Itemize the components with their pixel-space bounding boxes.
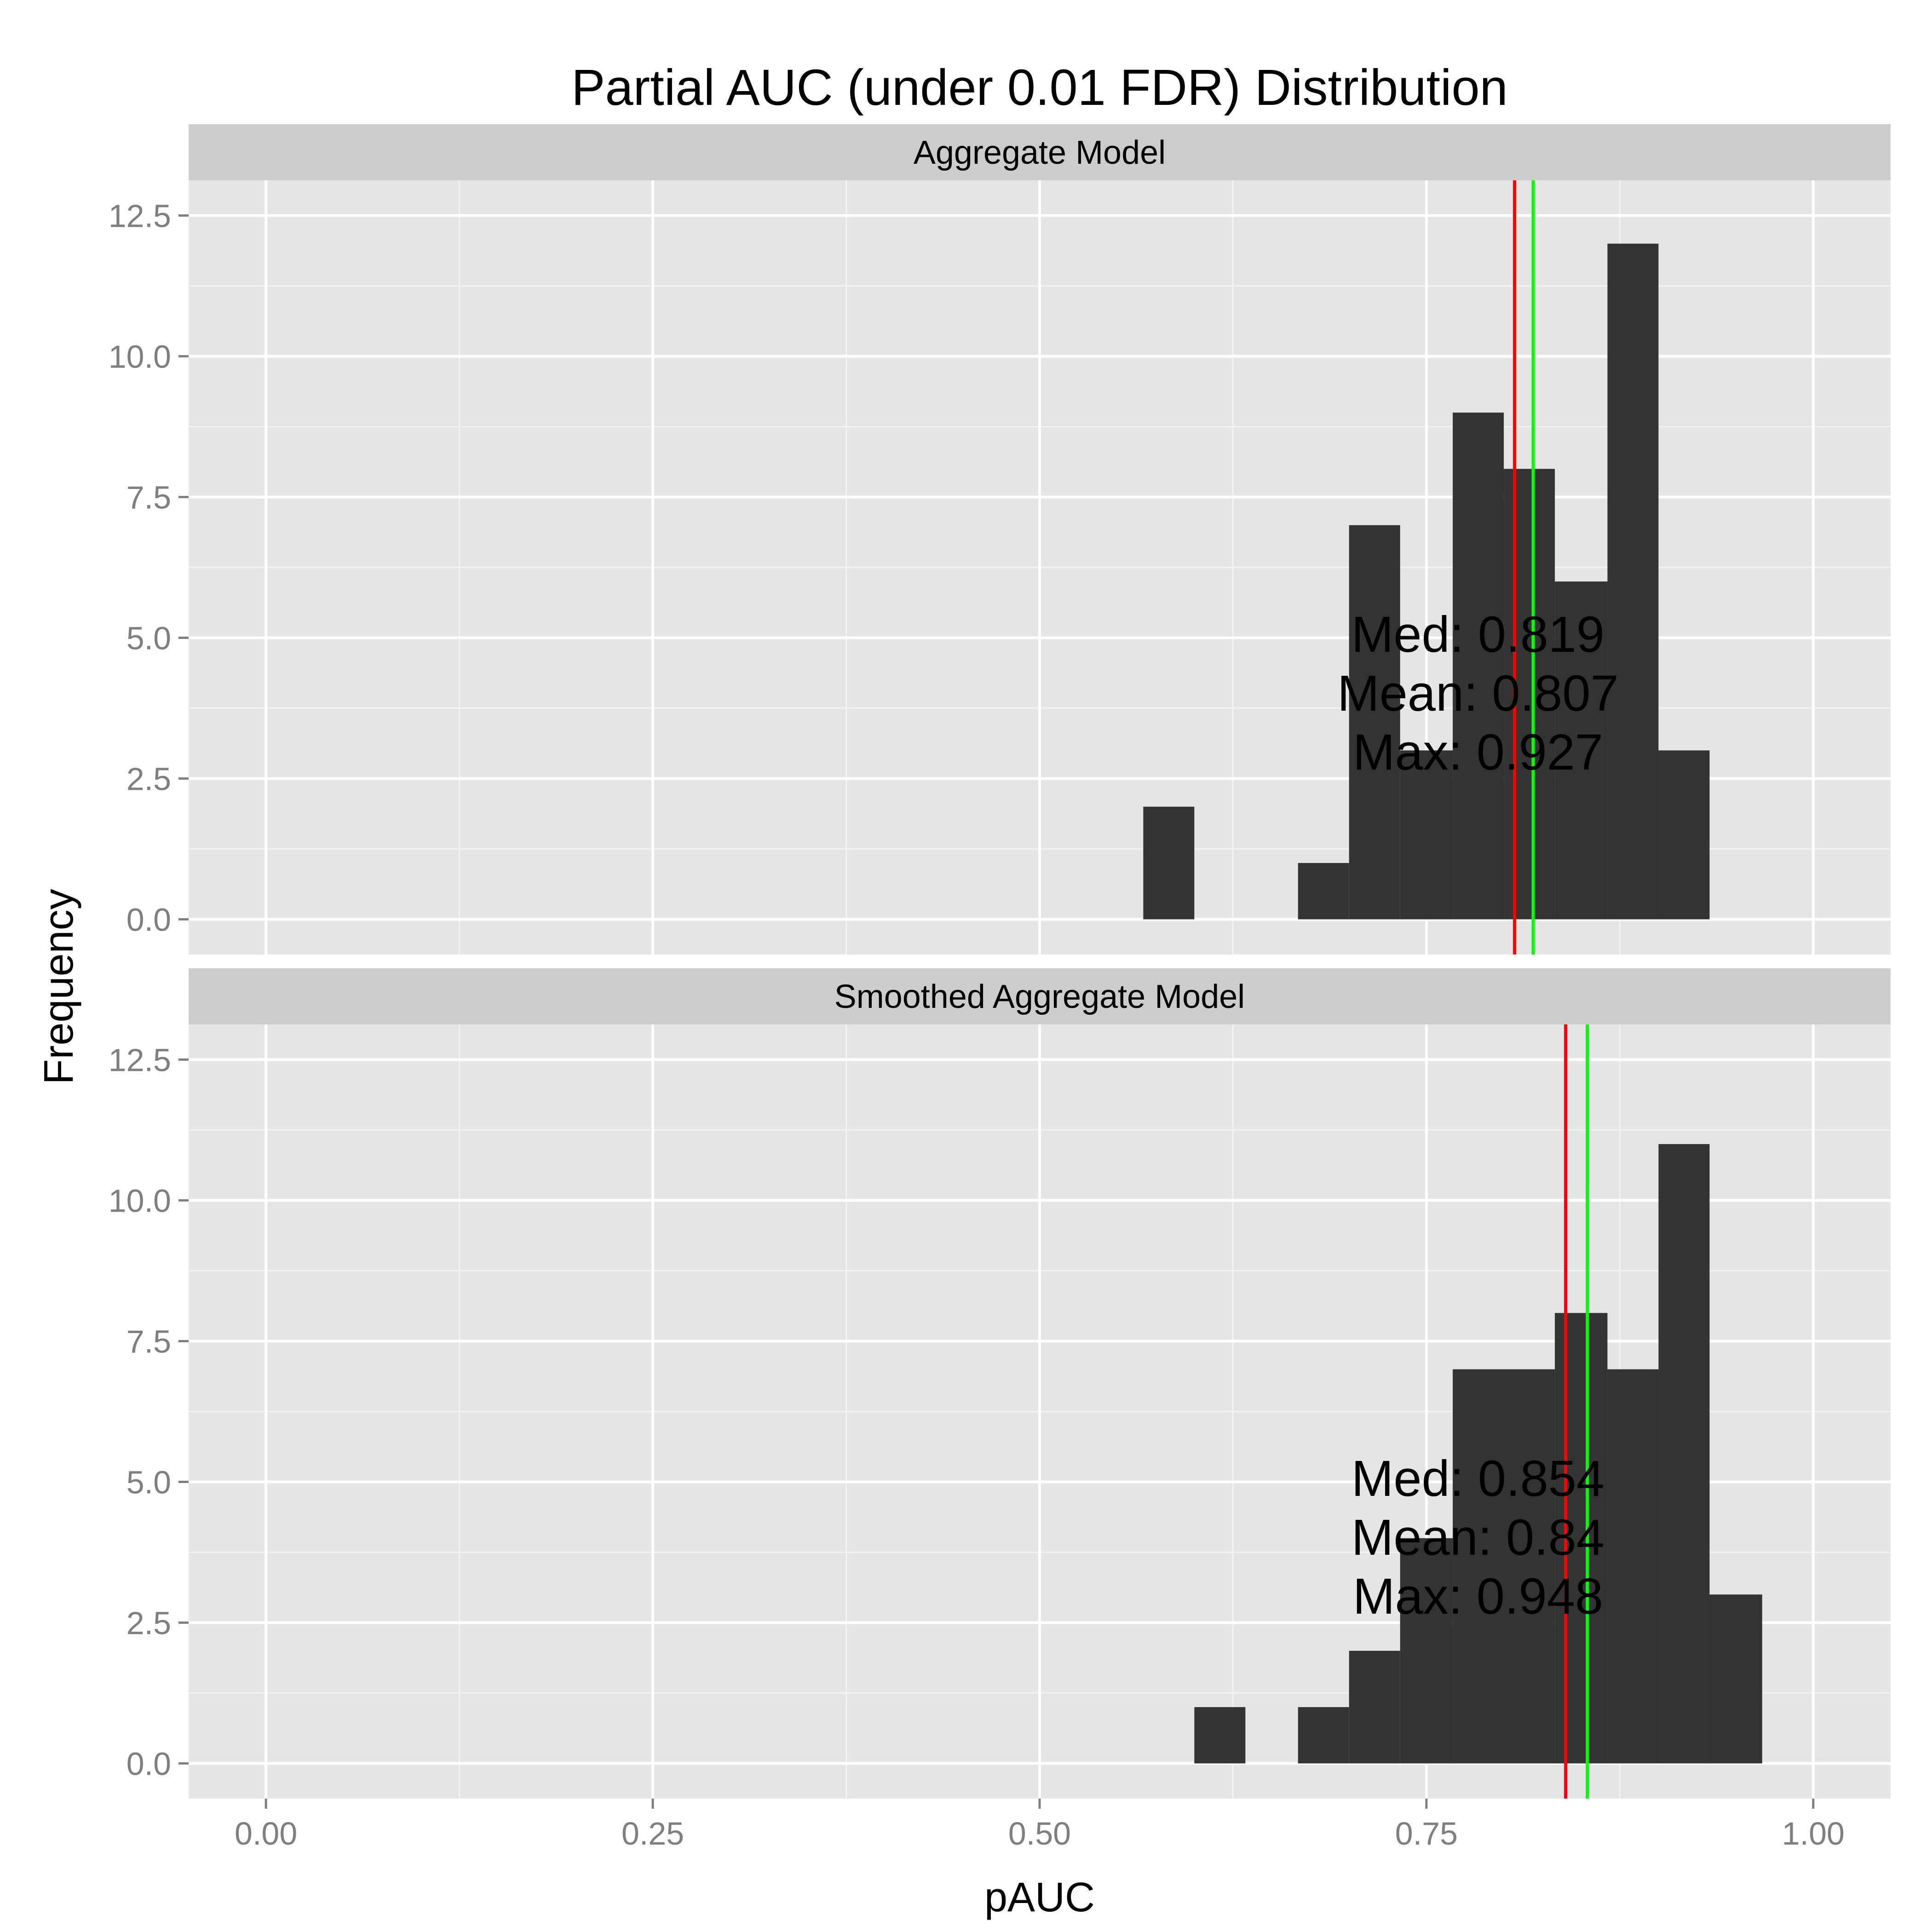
- y-tick-label: 12.5: [109, 1042, 171, 1078]
- y-tick-label: 2.5: [126, 1605, 171, 1641]
- chart-title: Partial AUC (under 0.01 FDR) Distributio…: [571, 59, 1508, 116]
- y-tick-label: 2.5: [126, 761, 171, 797]
- stats-annotation-line: Med: 0.819: [1351, 606, 1604, 663]
- histogram-bar: [1194, 1707, 1246, 1764]
- facet-panel: Smoothed Aggregate Model Med: 0.854Mean: …: [109, 968, 1891, 1799]
- histogram-bar: [1143, 806, 1195, 920]
- stats-annotation-line: Med: 0.854: [1351, 1450, 1604, 1507]
- x-tick-label: 0.75: [1395, 1816, 1458, 1852]
- x-axis-label: pAUC: [984, 1874, 1095, 1920]
- stats-annotation-line: Mean: 0.807: [1337, 665, 1619, 722]
- y-tick-label: 7.5: [126, 1324, 171, 1360]
- y-tick-label: 12.5: [109, 198, 171, 234]
- histogram-bar: [1504, 469, 1555, 920]
- stats-annotation-line: Mean: 0.84: [1351, 1509, 1604, 1566]
- y-tick-label: 5.0: [126, 621, 171, 656]
- histogram-bar: [1400, 1538, 1453, 1764]
- x-tick-label: 0.50: [1008, 1816, 1071, 1852]
- facet-strip-label: Aggregate Model: [914, 134, 1166, 171]
- histogram-bar: [1555, 581, 1608, 920]
- y-tick-label: 10.0: [109, 1183, 171, 1219]
- x-tick-label: 1.00: [1782, 1816, 1845, 1852]
- histogram-bar: [1658, 1144, 1710, 1764]
- facet-strip-label: Smoothed Aggregate Model: [834, 978, 1245, 1015]
- histogram-bar: [1453, 412, 1504, 920]
- histogram-bar: [1555, 1313, 1608, 1764]
- histogram-bar: [1298, 1707, 1349, 1764]
- y-tick-label: 7.5: [126, 480, 171, 516]
- x-tick-label: 0.25: [621, 1816, 684, 1852]
- histogram-bar: [1709, 1594, 1762, 1764]
- y-tick-label: 0.0: [126, 1746, 171, 1782]
- histogram-bar: [1607, 1369, 1659, 1764]
- histogram-bar: [1607, 243, 1659, 920]
- histogram-bar: [1400, 750, 1453, 920]
- histogram-bar: [1658, 750, 1710, 920]
- y-tick-label: 10.0: [109, 339, 171, 375]
- histogram-bar: [1349, 1650, 1400, 1764]
- y-axis-label: Frequency: [36, 889, 82, 1084]
- x-tick-label: 0.00: [235, 1816, 297, 1852]
- stats-annotation-line: Max: 0.927: [1353, 724, 1603, 781]
- histogram-bar: [1298, 863, 1349, 920]
- histogram-bar: [1453, 1369, 1555, 1764]
- facet-strip: [189, 124, 1891, 180]
- y-tick-label: 0.0: [126, 902, 171, 938]
- stats-annotation-line: Max: 0.948: [1353, 1568, 1603, 1625]
- facet-strip: [189, 968, 1891, 1024]
- y-tick-label: 5.0: [126, 1465, 171, 1501]
- histogram-bar: [1349, 525, 1400, 920]
